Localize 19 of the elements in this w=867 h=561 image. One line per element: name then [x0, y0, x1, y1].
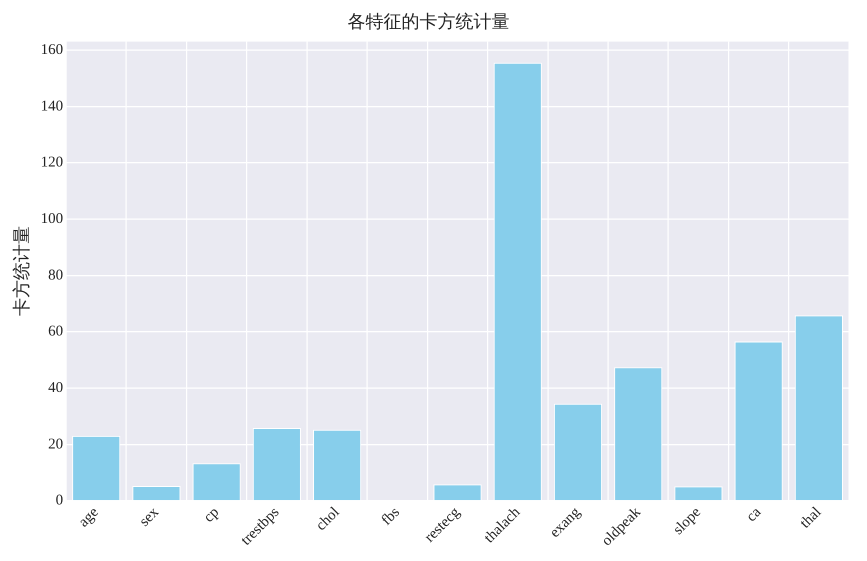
y-tick-label: 100	[40, 210, 64, 227]
y-tick-label: 40	[48, 380, 64, 396]
x-tick-label: cp	[200, 504, 222, 526]
x-tick-label: age	[76, 504, 102, 530]
y-axis-title: 卡方统计量	[12, 226, 32, 316]
chart-title: 各特征的卡方统计量	[348, 12, 510, 32]
x-tick-label: slope	[670, 504, 704, 538]
x-tick-label: thal	[797, 504, 824, 532]
y-tick-label: 160	[40, 42, 64, 58]
x-tick-label: chol	[313, 504, 343, 534]
y-tick-label: 60	[48, 324, 64, 340]
y-tick-label: 140	[40, 98, 64, 114]
y-tick-label: 80	[48, 267, 64, 284]
x-tick-label: sex	[136, 504, 162, 530]
y-tick-label: 0	[56, 492, 64, 509]
y-tick-label: 20	[48, 436, 64, 452]
y-tick-label: 120	[40, 154, 64, 171]
x-tick-label: ca	[744, 504, 765, 526]
x-tick-label: fbs	[378, 504, 404, 529]
